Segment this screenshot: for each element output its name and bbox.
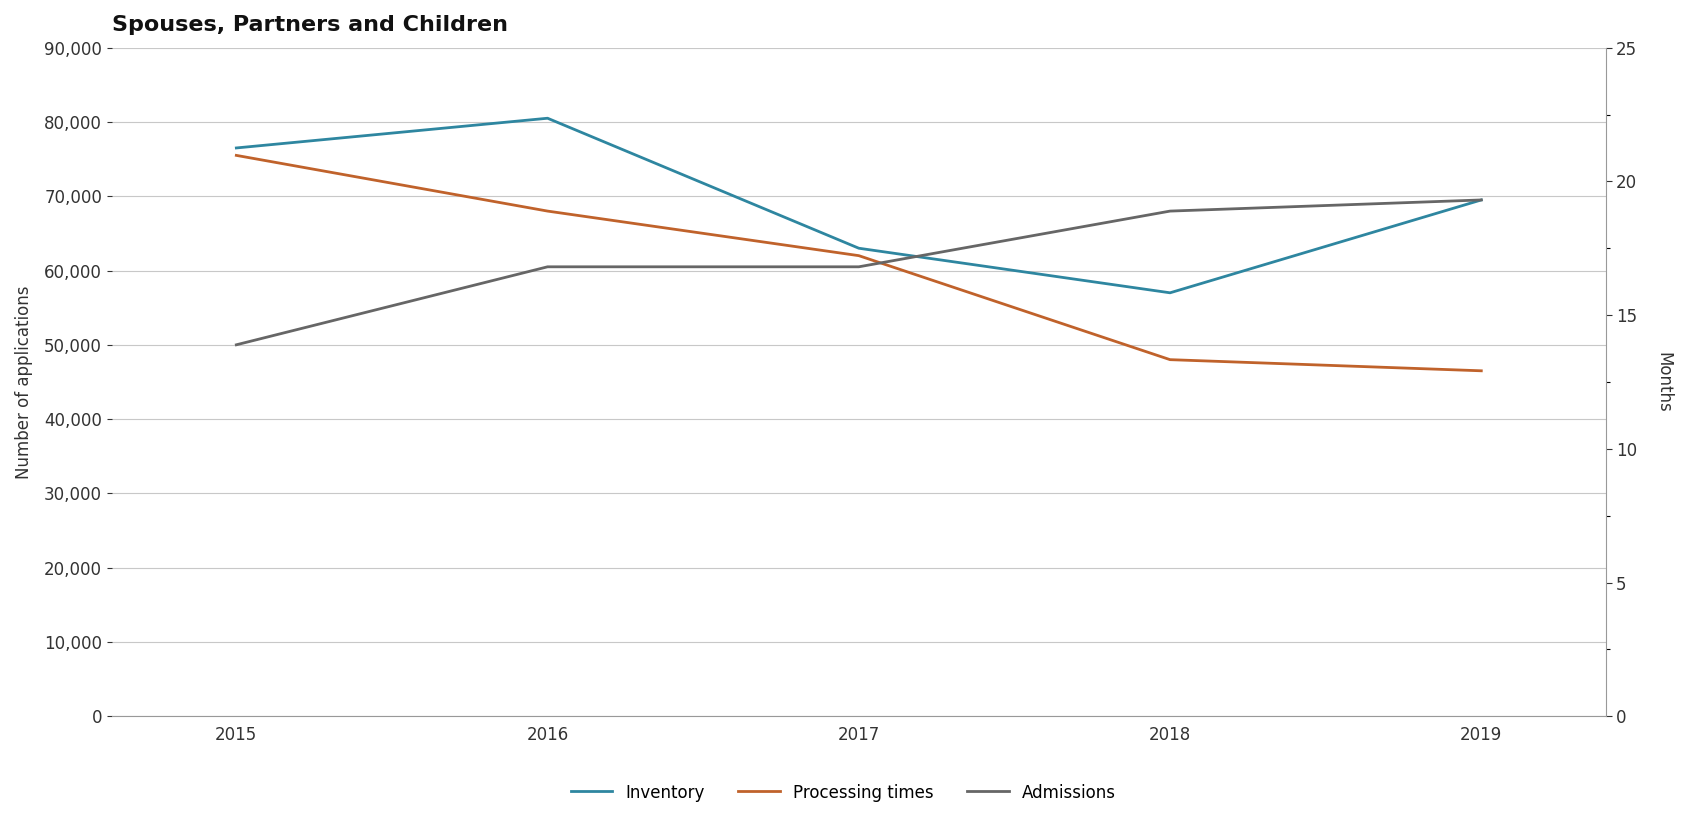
Inventory bbox=[538, 113, 558, 123]
Inventory bbox=[226, 143, 246, 153]
Processing times bbox=[849, 251, 869, 261]
Admissions bbox=[226, 339, 246, 349]
Text: Spouses, Partners and Children: Spouses, Partners and Children bbox=[111, 15, 508, 35]
Admissions bbox=[538, 262, 558, 272]
Processing times bbox=[538, 206, 558, 216]
Processing times bbox=[226, 150, 246, 160]
Y-axis label: Months: Months bbox=[1653, 352, 1672, 412]
Line: Processing times: Processing times bbox=[236, 155, 1481, 371]
Inventory bbox=[1471, 195, 1491, 205]
Y-axis label: Number of applications: Number of applications bbox=[15, 285, 34, 479]
Inventory bbox=[849, 244, 869, 254]
Inventory bbox=[1161, 288, 1181, 298]
Admissions bbox=[1471, 195, 1491, 205]
Processing times bbox=[1471, 366, 1491, 376]
Line: Inventory: Inventory bbox=[236, 118, 1481, 293]
Legend: Inventory, Processing times, Admissions: Inventory, Processing times, Admissions bbox=[563, 777, 1124, 809]
Processing times bbox=[1161, 354, 1181, 364]
Admissions bbox=[1161, 206, 1181, 216]
Admissions bbox=[849, 262, 869, 272]
Line: Admissions: Admissions bbox=[236, 200, 1481, 344]
